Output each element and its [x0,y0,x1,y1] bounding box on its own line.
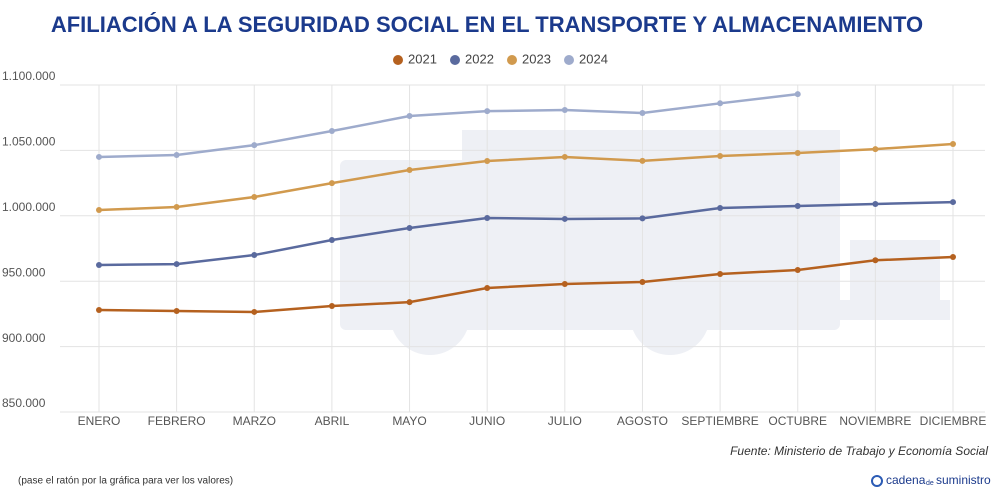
data-point [872,257,879,264]
legend: 2021 2022 2023 2024 [393,51,608,66]
data-point [96,261,102,268]
data-point [173,204,180,211]
series-line [98,92,798,159]
data-point [639,215,646,222]
data-point [561,153,568,160]
series-line [98,255,954,314]
note: (pase el ratón por la gráfica para ver l… [18,476,233,487]
data-point [173,151,180,158]
data-point [251,142,258,149]
data-point [484,285,491,292]
legend-swatch [393,55,403,65]
data-point [484,108,491,115]
x-tick-label: AGOSTO [617,414,668,428]
data-point [639,109,646,116]
data-point [717,100,724,107]
data-point [872,201,879,208]
series-line [98,142,954,212]
data-point [561,280,568,287]
y-tick-label: 1.000.000 [2,200,56,214]
brand-name: cadena [886,473,926,487]
x-tick-label: SEPTIEMBRE [681,414,758,428]
x-tick-label: JUNIO [469,414,505,428]
data-point [406,112,413,119]
legend-label: 2024 [579,51,608,66]
data-point [794,91,801,98]
data-point [717,153,724,160]
brand-suffix: suministro [936,473,991,487]
y-tick-label: 850.000 [2,396,46,410]
x-tick-label: OCTUBRE [768,414,827,428]
data-point [484,215,491,222]
source: Fuente: Ministerio de Trabajo y Economía… [730,444,988,458]
x-tick-label: MAYO [392,414,426,428]
data-point [328,303,335,310]
x-tick-label: MARZO [233,414,276,428]
data-point [251,308,258,315]
legend-swatch [564,55,574,65]
x-tick-label: NOVIEMBRE [839,414,911,428]
data-point [96,207,102,214]
legend-label: 2023 [522,51,551,66]
background-illustration [340,130,950,355]
data-point [484,157,491,164]
data-point [950,199,956,206]
x-tick-label: DICIEMBRE [920,414,987,428]
data-point [561,106,568,113]
data-point [717,271,724,278]
data-point [96,306,102,313]
y-tick-label: 950.000 [2,265,46,279]
legend-swatch [450,55,460,65]
x-tick-label: FEBRERO [148,414,206,428]
data-point [794,266,801,273]
data-point [406,167,413,174]
chart-title: AFILIACIÓN A LA SEGURIDAD SOCIAL EN EL T… [51,12,923,37]
data-point [96,153,102,160]
x-tick-label: ENERO [78,414,121,428]
data-point [173,308,180,315]
data-point [251,193,258,200]
legend-label: 2022 [465,51,494,66]
y-tick-label: 900.000 [2,331,46,345]
y-tick-label: 1.100.000 [2,69,56,83]
data-point [639,157,646,164]
data-point [950,254,956,261]
data-point [950,140,956,147]
data-point [794,202,801,209]
legend-label: 2021 [408,51,437,66]
data-point [561,215,568,222]
data-point [328,236,335,243]
data-point [872,146,879,153]
data-point [406,299,413,306]
data-point [251,252,258,259]
data-point [794,150,801,157]
x-tick-label: ABRIL [315,414,350,428]
data-point [328,128,335,135]
data-point [406,224,413,231]
data-point [328,180,335,187]
legend-swatch [507,55,517,65]
x-tick-label: JULIO [548,414,582,428]
brand-de: de [926,480,934,487]
brand-logo [871,475,883,487]
data-point [173,261,180,268]
data-point [639,278,646,285]
data-point [717,204,724,211]
series-line [98,200,954,267]
y-tick-label: 1.050.000 [2,135,56,149]
